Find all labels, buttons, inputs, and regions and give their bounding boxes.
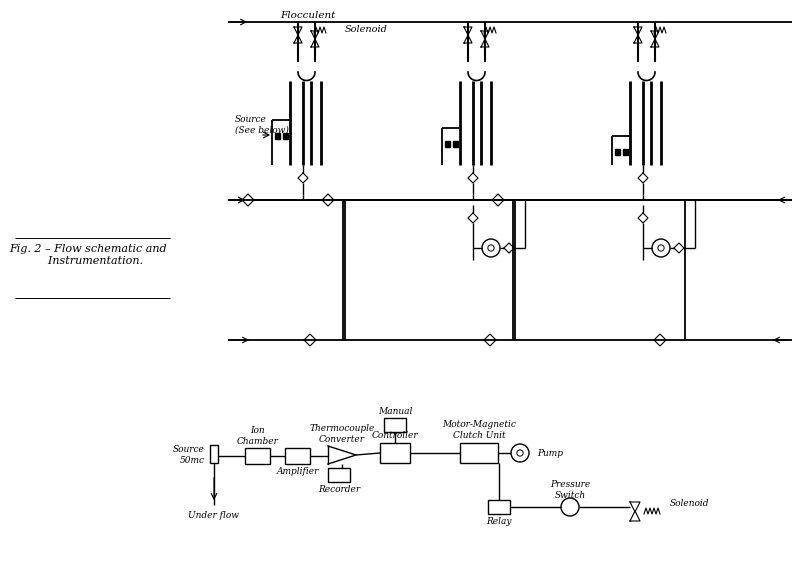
Bar [245, 448, 270, 464]
Text: Pump: Pump [537, 448, 563, 458]
Text: Controller: Controller [372, 430, 418, 440]
Bar [460, 443, 498, 463]
Text: Source
(See below): Source (See below) [235, 115, 289, 134]
Bar [615, 149, 620, 155]
Text: Pressure
Switch: Pressure Switch [550, 480, 590, 500]
Bar [328, 468, 350, 482]
Circle shape [517, 450, 523, 456]
Bar [285, 448, 310, 464]
Bar [380, 443, 410, 463]
Text: Amplifier: Amplifier [276, 467, 318, 477]
Bar [210, 445, 218, 463]
Text: Manual: Manual [378, 407, 412, 415]
Text: Ion
Chamber: Ion Chamber [237, 426, 278, 445]
Circle shape [488, 245, 494, 251]
Circle shape [482, 239, 500, 257]
Bar [275, 133, 280, 139]
Text: Source
50mc: Source 50mc [173, 445, 205, 464]
Text: Recorder: Recorder [318, 485, 360, 493]
Text: Motor-Magnetic
Clutch Unit: Motor-Magnetic Clutch Unit [442, 420, 516, 440]
Text: Relay: Relay [486, 516, 512, 526]
Text: Flocculent: Flocculent [280, 10, 336, 20]
Text: Fig. 2 – Flow schematic and
    Instrumentation.: Fig. 2 – Flow schematic and Instrumentat… [9, 244, 167, 266]
Bar [384, 418, 406, 432]
Bar [623, 149, 628, 155]
Bar [488, 500, 510, 514]
Bar [445, 141, 450, 147]
Circle shape [561, 498, 579, 516]
Text: Solenoid: Solenoid [345, 25, 388, 35]
Text: Thermocouple
Converter: Thermocouple Converter [310, 424, 374, 444]
Bar [453, 141, 458, 147]
Text: Under flow: Under flow [189, 511, 239, 519]
Circle shape [511, 444, 529, 462]
Text: Solenoid: Solenoid [670, 500, 710, 508]
Bar [283, 133, 288, 139]
Circle shape [652, 239, 670, 257]
Circle shape [658, 245, 664, 251]
